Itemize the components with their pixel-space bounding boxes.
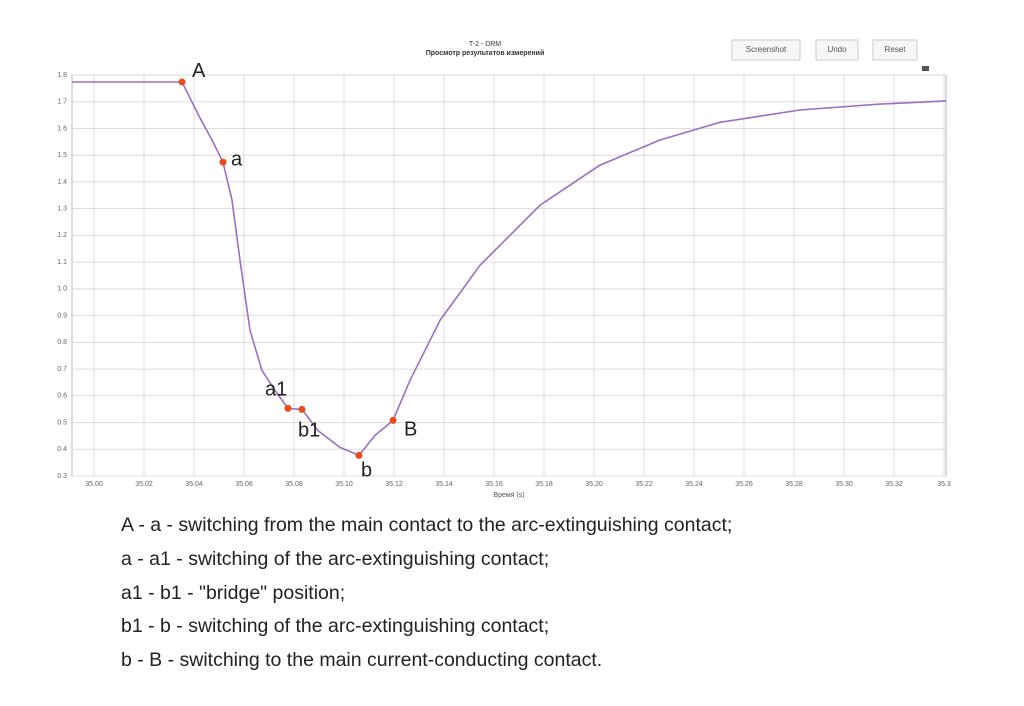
y-tick-label: 0.4 — [57, 446, 67, 453]
plot-area — [71, 74, 947, 477]
annotation-point — [298, 405, 306, 413]
x-tick-label: 35.28 — [785, 481, 803, 488]
y-tick-label: 1.6 — [57, 125, 67, 132]
x-tick-label: 35.12 — [385, 481, 403, 488]
y-tick-label: 0.8 — [57, 339, 67, 346]
annotation-label: b1 — [298, 420, 320, 442]
button-label[interactable]: Screenshot — [746, 45, 787, 54]
menu-icon[interactable] — [922, 66, 929, 71]
y-tick-label: 0.6 — [57, 393, 67, 400]
annotation-point — [355, 451, 363, 459]
data-line — [72, 81, 947, 457]
x-tick-label: 35.08 — [285, 481, 303, 488]
chart-subtitle: Просмотр результатов измерений — [426, 49, 545, 57]
annotation-label: a1 — [265, 379, 287, 401]
x-tick-label: 35.26 — [735, 481, 753, 488]
y-tick-label: 1.1 — [57, 259, 67, 266]
x-tick-label: 35.30 — [835, 481, 853, 488]
caption: b - B - switching to the main current-co… — [121, 649, 602, 671]
x-axis-label: Время (s) — [493, 492, 524, 499]
x-tick-label: 35.24 — [685, 481, 703, 488]
x-tick-label: 35.20 — [585, 481, 603, 488]
x-tick-label: 35.04 — [185, 481, 203, 488]
annotation-point — [389, 416, 397, 424]
y-tick-label: 1.8 — [57, 72, 67, 79]
x-tick-label: 35.10 — [335, 481, 353, 488]
x-tick-label: 35.22 — [635, 481, 653, 488]
y-tick-label: 1.2 — [57, 232, 67, 239]
x-tick-label: 35.14 — [435, 481, 453, 488]
annotation-label: A — [192, 60, 206, 82]
x-tick-label: 35.3 — [937, 481, 951, 488]
caption: b1 - b - switching of the arc-extinguish… — [121, 615, 549, 637]
x-tick-label: 35.18 — [535, 481, 553, 488]
x-tick-label: 35.02 — [135, 481, 153, 488]
y-tick-label: 0.3 — [57, 473, 67, 480]
caption: a - a1 - switching of the arc-extinguish… — [121, 548, 549, 570]
y-tick-label: 1.3 — [57, 206, 67, 213]
annotation-point — [178, 78, 186, 86]
y-tick-label: 0.9 — [57, 312, 67, 319]
y-tick-label: 1.4 — [57, 179, 67, 186]
x-tick-label: 35.06 — [235, 481, 253, 488]
x-tick-label: 35.32 — [885, 481, 903, 488]
annotation-label: B — [404, 419, 417, 441]
annotation-point — [284, 404, 292, 412]
caption: a1 - b1 - "bridge" position; — [121, 582, 345, 604]
button[interactable]: Screenshot — [731, 39, 801, 61]
caption: A - a - switching from the main contact … — [121, 514, 732, 536]
y-tick-label: 1.7 — [57, 99, 67, 106]
x-tick-label: 35.16 — [485, 481, 503, 488]
button[interactable]: Undo — [815, 39, 859, 61]
y-tick-label: 1.5 — [57, 152, 67, 159]
y-tick-label: 0.5 — [57, 419, 67, 426]
button-label[interactable]: Reset — [885, 45, 907, 54]
annotation-label: b — [361, 460, 372, 482]
x-tick-label: 35.00 — [85, 481, 103, 488]
chart-title: T-2 - DRM — [469, 41, 501, 48]
annotation-label: a — [231, 148, 243, 170]
annotation-point — [219, 158, 227, 166]
y-tick-label: 0.7 — [57, 366, 67, 373]
button-label[interactable]: Undo — [827, 45, 847, 54]
y-tick-label: 1.0 — [57, 286, 67, 293]
button[interactable]: Reset — [872, 39, 918, 61]
